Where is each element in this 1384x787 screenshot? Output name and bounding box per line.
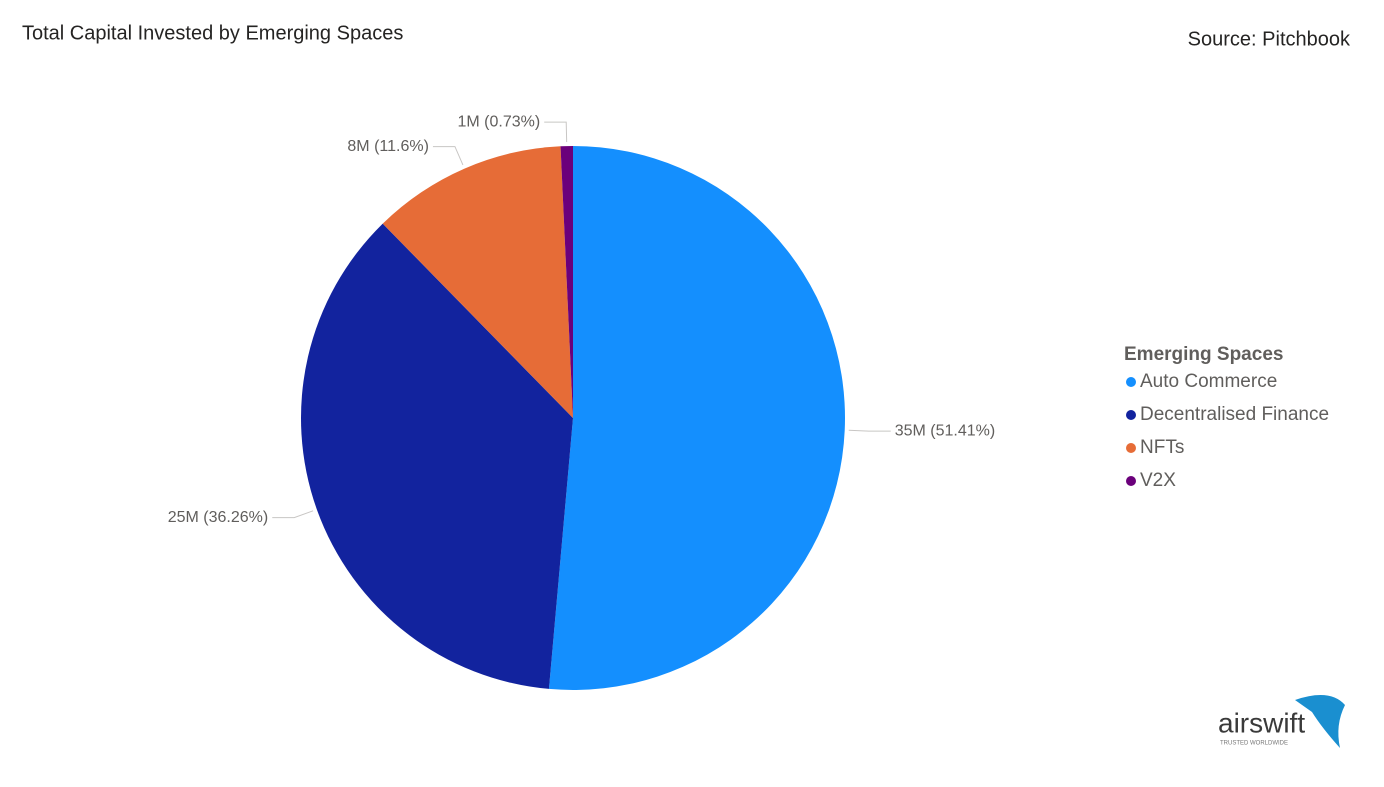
pie-slice	[560, 146, 573, 418]
data-label: 8M (11.6%)	[347, 138, 429, 155]
legend-marker	[1126, 443, 1136, 453]
legend-title: Emerging Spaces	[1124, 344, 1283, 365]
legend-marker	[1126, 377, 1136, 387]
legend-marker	[1126, 476, 1136, 486]
pie-slice	[382, 146, 573, 418]
pie-slice	[548, 146, 845, 691]
legend-marker	[1126, 410, 1136, 420]
chart-title: Total Capital Invested by Emerging Space…	[22, 22, 403, 44]
legend-label: Decentralised Finance	[1140, 404, 1329, 425]
logo-name: airswift	[1218, 707, 1305, 738]
legend-label: NFTs	[1140, 437, 1184, 458]
data-label: 35M (51.41%)	[895, 422, 996, 439]
logo-tagline: TRUSTED WORLDWIDE	[1220, 741, 1288, 747]
logo: airswift TRUSTED WORLDWIDE	[1218, 695, 1345, 748]
leader-line	[848, 429, 891, 432]
data-label: 25M (36.26%)	[168, 509, 269, 526]
legend-label: Auto Commerce	[1140, 371, 1277, 392]
leader-line	[544, 121, 568, 143]
logo-icon	[1295, 695, 1345, 748]
data-label: 1M (0.73%)	[458, 113, 541, 130]
source: Source: Pitchbook	[1188, 28, 1351, 50]
leader-line	[432, 146, 464, 166]
legend-label: V2X	[1140, 470, 1176, 491]
pie-slice	[301, 223, 573, 689]
leader-line	[272, 510, 314, 519]
